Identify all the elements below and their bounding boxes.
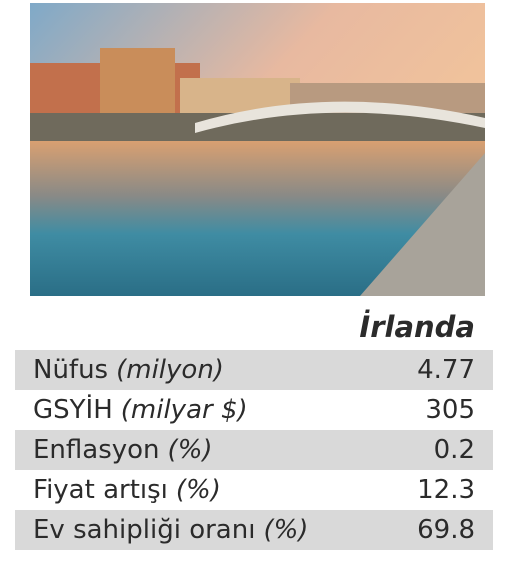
table-row: Ev sahipliği oranı (%) 69.8 [15, 510, 493, 550]
table-row: Nüfus (milyon) 4.77 [15, 350, 493, 390]
row-value: 0.2 [433, 435, 475, 465]
table-row: Fiyat artışı (%) 12.3 [15, 470, 493, 510]
photo [30, 3, 485, 296]
row-value: 4.77 [417, 355, 475, 385]
row-label: Ev sahipliği oranı [33, 515, 256, 545]
row-value: 12.3 [417, 475, 475, 505]
row-unit: (%) [175, 475, 221, 505]
row-value: 305 [425, 395, 475, 425]
row-unit: (%) [263, 515, 309, 545]
table-title: İrlanda [359, 310, 475, 344]
row-unit: (milyar $) [120, 395, 248, 425]
table-row: GSYİH (milyar $) 305 [15, 390, 493, 430]
row-label-group: Fiyat artışı (%) [33, 475, 221, 505]
row-label-group: Enflasyon (%) [33, 435, 213, 465]
row-label-group: Ev sahipliği oranı (%) [33, 515, 308, 545]
row-label-group: Nüfus (milyon) [33, 355, 224, 385]
table-row: Enflasyon (%) 0.2 [15, 430, 493, 470]
row-label: Fiyat artışı [33, 475, 168, 505]
row-value: 69.8 [417, 515, 475, 545]
row-label: Nüfus [33, 355, 109, 385]
row-label: GSYİH [33, 395, 113, 425]
row-unit: (milyon) [116, 355, 224, 385]
row-label-group: GSYİH (milyar $) [33, 395, 248, 425]
row-unit: (%) [167, 435, 213, 465]
row-label: Enflasyon [33, 435, 160, 465]
data-table: Nüfus (milyon) 4.77 GSYİH (milyar $) 305 Enfla… [15, 350, 493, 550]
